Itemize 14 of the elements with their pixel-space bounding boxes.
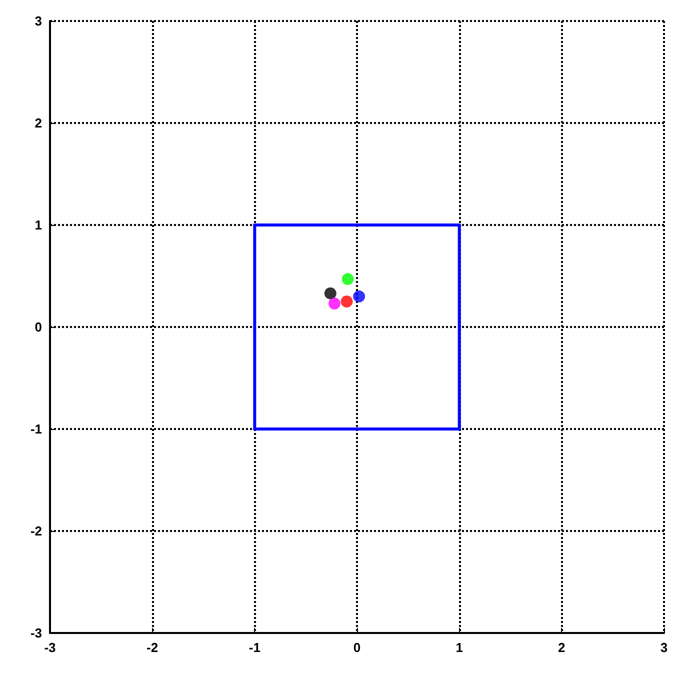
y-tick-label: 0 bbox=[34, 320, 42, 334]
x-tick-label: 3 bbox=[660, 640, 668, 655]
x-tick-label: 1 bbox=[456, 640, 463, 655]
y-tick-label: 2 bbox=[34, 116, 42, 130]
y-tick-label: 3 bbox=[34, 14, 42, 28]
x-tick-label: -3 bbox=[44, 640, 56, 655]
x-tick-label: -2 bbox=[146, 640, 158, 655]
x-tick-label: -1 bbox=[248, 640, 260, 655]
y-tick-label: 1 bbox=[34, 218, 42, 232]
x-tick-label: 0 bbox=[353, 640, 361, 655]
y-tick-label: -3 bbox=[30, 626, 42, 640]
y-tick-label: -2 bbox=[30, 524, 42, 538]
y-tick-label: -1 bbox=[30, 422, 42, 436]
x-tick-label: 2 bbox=[558, 640, 566, 655]
